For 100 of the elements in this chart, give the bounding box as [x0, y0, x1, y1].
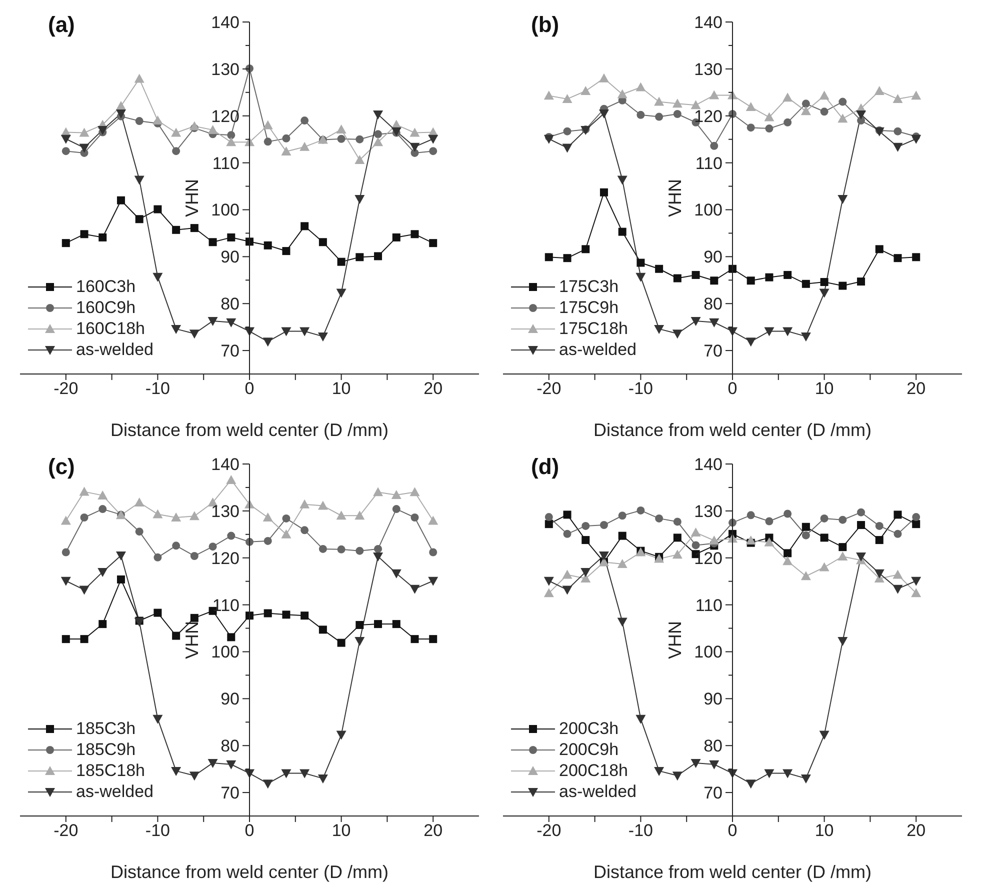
- y-tick-label: 90: [220, 690, 240, 709]
- point: [894, 127, 902, 136]
- point: [672, 772, 682, 781]
- point: [892, 142, 903, 152]
- legend-label: as-welded: [76, 340, 154, 360]
- point: [710, 276, 718, 285]
- x-tick-label: 0: [244, 821, 254, 840]
- point: [300, 769, 310, 778]
- point: [300, 612, 309, 620]
- point: [911, 134, 922, 144]
- point: [820, 278, 828, 286]
- point: [654, 96, 664, 106]
- point: [636, 258, 645, 267]
- point: [262, 120, 273, 130]
- point: [226, 137, 236, 146]
- point: [544, 253, 553, 262]
- point: [410, 230, 419, 238]
- y-tick-label: 90: [704, 690, 722, 709]
- point: [134, 176, 144, 185]
- x-tick-label: -20: [54, 821, 78, 840]
- point: [838, 551, 848, 560]
- point: [690, 316, 701, 326]
- chart-title: (c): [48, 454, 75, 480]
- point: [354, 154, 365, 164]
- point: [135, 215, 144, 224]
- point: [337, 258, 346, 266]
- point: [337, 638, 346, 647]
- point: [318, 774, 328, 784]
- x-axis-title: Distance from weld center (D /mm): [593, 420, 872, 440]
- point: [857, 508, 866, 516]
- point: [62, 548, 70, 556]
- point: [654, 766, 664, 776]
- point: [875, 522, 884, 530]
- point: [262, 338, 273, 347]
- x-tick-label: 20: [424, 379, 443, 398]
- point: [410, 128, 420, 137]
- y-tick-label: 110: [212, 154, 240, 173]
- point: [838, 98, 847, 106]
- point: [894, 254, 902, 262]
- point: [598, 110, 609, 119]
- point: [617, 558, 628, 568]
- point: [282, 610, 290, 619]
- point: [300, 499, 310, 508]
- point: [172, 542, 180, 550]
- y-tick-label: 110: [695, 154, 722, 173]
- y-tick-label: 130: [694, 502, 722, 521]
- point: [208, 316, 218, 326]
- point: [429, 548, 438, 556]
- point: [134, 497, 144, 506]
- point: [892, 584, 903, 594]
- point: [226, 318, 236, 328]
- point: [600, 188, 608, 196]
- y-tick-label: 80: [220, 294, 240, 314]
- point: [856, 552, 866, 562]
- point: [300, 142, 310, 151]
- y-tick-label: 80: [220, 736, 240, 756]
- point: [98, 126, 108, 135]
- point: [208, 238, 217, 246]
- point: [116, 196, 125, 204]
- point: [189, 772, 200, 781]
- point: [892, 570, 903, 579]
- point: [135, 528, 144, 536]
- point: [116, 110, 126, 119]
- point: [264, 241, 272, 250]
- point: [337, 134, 346, 143]
- point: [318, 544, 327, 553]
- point: [562, 586, 572, 595]
- point: [374, 252, 382, 260]
- point: [636, 714, 646, 724]
- point: [746, 276, 755, 285]
- point: [428, 516, 438, 525]
- legend-label: 185C3h: [76, 718, 136, 738]
- point: [692, 270, 700, 279]
- point: [784, 510, 792, 518]
- x-tick-label: 20: [424, 821, 443, 840]
- point: [337, 545, 346, 554]
- point: [374, 544, 382, 553]
- point: [171, 766, 182, 776]
- point: [765, 124, 774, 133]
- point: [709, 760, 720, 770]
- point: [189, 330, 200, 339]
- chart-title: (b): [531, 12, 560, 38]
- point: [410, 142, 420, 152]
- point: [116, 575, 125, 584]
- point: [800, 106, 811, 116]
- point: [264, 609, 272, 618]
- point: [782, 327, 793, 336]
- point: [582, 536, 590, 544]
- point: [189, 511, 200, 520]
- point: [392, 620, 400, 628]
- point: [875, 245, 884, 254]
- point: [544, 520, 553, 528]
- x-tick-label: 10: [814, 821, 834, 840]
- point: [410, 584, 420, 594]
- point: [208, 497, 218, 506]
- point: [563, 254, 572, 262]
- point: [673, 534, 682, 542]
- point: [618, 512, 626, 520]
- point: [281, 146, 292, 156]
- point: [746, 511, 755, 520]
